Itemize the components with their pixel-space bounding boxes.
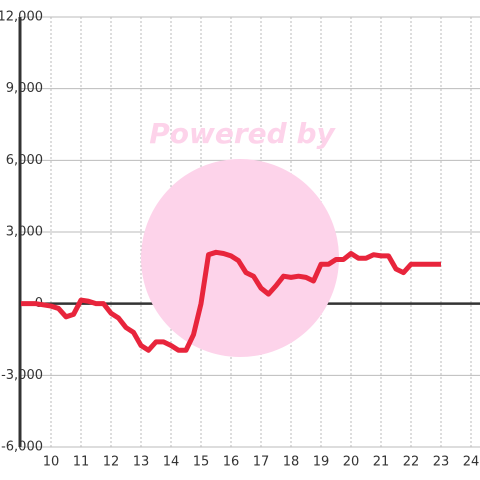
y-tick-label: -6,000 xyxy=(1,440,43,455)
x-tick-label: 15 xyxy=(193,455,210,470)
x-tick-label: 23 xyxy=(433,455,450,470)
x-tick-label: 14 xyxy=(163,455,180,470)
y-tick-label: 6,000 xyxy=(6,153,43,168)
y-tick-label: -3,000 xyxy=(1,368,43,383)
x-tick-label: 13 xyxy=(133,455,150,470)
x-tick-label: 17 xyxy=(253,455,270,470)
x-tick-label: 19 xyxy=(313,455,330,470)
watermark-logo xyxy=(141,159,339,357)
x-tick-label: 16 xyxy=(223,455,240,470)
y-tick-label: 12,000 xyxy=(0,10,43,25)
data-line xyxy=(21,249,441,353)
x-tick-label: 11 xyxy=(73,455,90,470)
x-tick-label: 22 xyxy=(403,455,420,470)
watermark-text: Powered by xyxy=(149,117,336,150)
x-tick-label: 21 xyxy=(373,455,390,470)
x-tick-label: 10 xyxy=(43,455,60,470)
x-tick-label: 24 xyxy=(463,455,480,470)
y-tick-label: 3,000 xyxy=(6,225,43,240)
plot: 10 11 12 13 14 15 16 17 18 19 20 21 22 23 24 -6,000 -3,0… xyxy=(0,10,479,470)
x-tick-label: 12 xyxy=(103,455,120,470)
x-tick-label: 20 xyxy=(343,455,360,470)
x-tick-label: 18 xyxy=(283,455,300,470)
y-tick-label: 9,000 xyxy=(6,81,43,96)
